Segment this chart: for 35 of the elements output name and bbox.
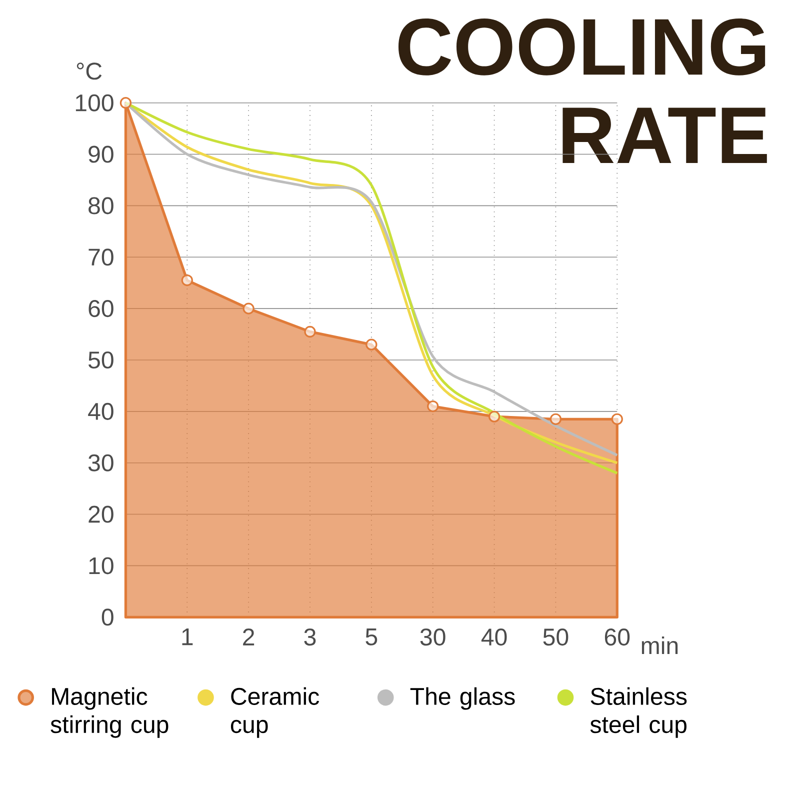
chart-title: COOLING RATE xyxy=(398,18,767,163)
y-tick-label: 50 xyxy=(88,351,114,369)
point xyxy=(120,97,132,109)
point xyxy=(550,413,562,425)
y-tick-label: 40 xyxy=(88,402,114,420)
y-tick-label: 100 xyxy=(76,94,114,112)
x-tick-label: 1 xyxy=(182,628,193,646)
point xyxy=(427,400,439,412)
point xyxy=(366,338,378,350)
y-tick-label: 30 xyxy=(88,454,114,472)
y-tick-label: 70 xyxy=(88,248,114,266)
x-tick-label: 5 xyxy=(366,628,378,646)
y-axis-title: °C xyxy=(76,62,102,80)
legend-label: Stainless steel cup xyxy=(590,687,687,738)
x-tick-label: 40 xyxy=(481,628,507,646)
legend-label: The glass xyxy=(410,687,515,710)
y-tick-label: 10 xyxy=(89,557,114,574)
point xyxy=(611,413,623,425)
y-tick-label: 60 xyxy=(88,300,114,318)
y-tick-label: 80 xyxy=(88,197,114,214)
y-tick-label: 0 xyxy=(102,608,114,626)
point xyxy=(304,326,316,338)
x-axis-title: min xyxy=(642,636,678,654)
x-tick-label: 60 xyxy=(604,628,630,646)
point xyxy=(242,302,254,314)
x-tick-label: 50 xyxy=(543,628,568,646)
legend-label: Ceramic cup xyxy=(230,687,320,738)
x-tick-label: 30 xyxy=(420,628,446,646)
point xyxy=(181,274,193,286)
x-tick-label: 3 xyxy=(304,628,316,646)
legend-label: Magnetic stirring cup xyxy=(50,687,168,738)
y-tick-label: 20 xyxy=(88,506,114,523)
y-tick-label: 90 xyxy=(88,146,114,163)
x-tick-label: 2 xyxy=(243,628,254,646)
point xyxy=(488,410,500,422)
